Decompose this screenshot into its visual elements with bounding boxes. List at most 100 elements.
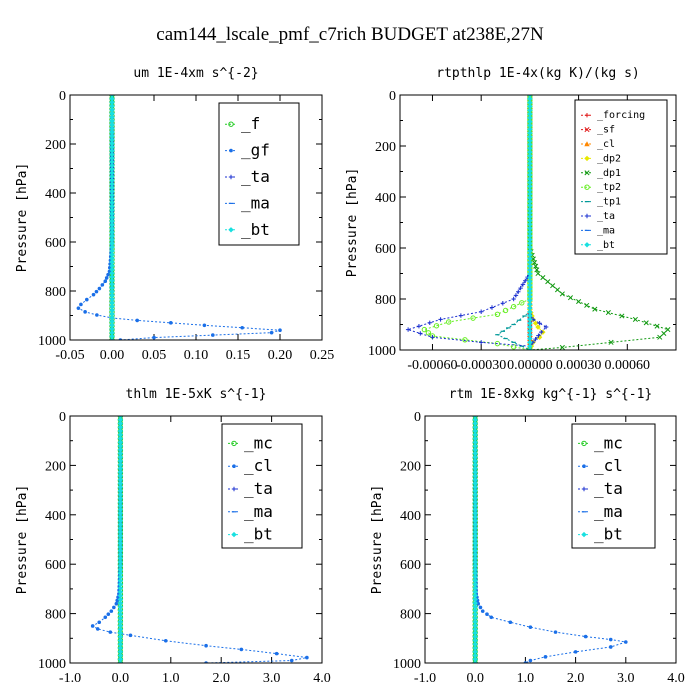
x-tick-label: 1.0 [517,671,535,686]
data-point [117,432,124,438]
data-point [405,327,411,332]
data-point [472,540,478,546]
data-point [472,611,478,618]
data-point [117,615,124,621]
data-point [109,181,115,187]
data-point [109,188,115,195]
data-point [527,210,533,216]
data-point [472,465,478,472]
data-point [472,439,478,445]
data-point [472,484,478,490]
data-point [527,305,533,311]
data-point [472,446,478,453]
legend-entry-tp2: _tp2 [581,182,621,193]
data-point [550,283,556,289]
data-point [109,277,115,284]
x-tick-label: 3.0 [617,671,635,686]
data-point [109,173,115,180]
data-point [531,260,538,266]
data-point [117,536,124,543]
data-point [109,218,115,224]
legend-marker [581,486,587,492]
data-point [527,191,533,197]
plot-area [405,95,671,350]
legend-label: _ma [244,502,273,521]
y-tick-label: 200 [375,140,396,155]
data-point [76,306,81,310]
y-tick-label: 400 [375,191,396,206]
data-point [576,298,582,305]
data-point [472,450,478,457]
data-point [117,510,124,517]
legend-label: _bt [244,525,273,544]
x-tick-label: 0.05 [142,348,167,363]
data-point [433,323,440,329]
data-point [527,248,533,254]
data-point [508,620,513,625]
data-point [527,214,533,220]
y-tick-label: 1000 [368,344,396,359]
x-tick-label: 3.0 [263,671,281,686]
panel-4: rtm 1E-8xkg kg^{-1} s^{-1} Pressure [hPa]… [370,387,685,686]
legend-label: _cl [597,139,615,150]
data-point [534,267,540,273]
data-point [109,303,115,310]
data-point [95,627,100,631]
data-point [472,630,478,636]
data-point [472,641,478,647]
data-point [502,307,509,314]
data-point [117,622,124,629]
data-point [117,652,124,659]
data-point [540,275,546,281]
y-tick-label: 600 [45,236,66,251]
data-point [472,559,478,565]
data-point [527,126,533,132]
data-point [109,311,115,317]
data-point [79,302,83,307]
data-point [128,633,133,638]
data-point [472,536,478,543]
data-point [278,328,282,333]
data-point [485,612,489,617]
data-point [472,589,478,595]
data-point [109,270,115,276]
data-point [117,525,124,531]
data-point [527,233,533,239]
series-line [496,95,531,350]
data-point [430,335,435,340]
data-point [527,259,533,266]
data-point [117,488,124,494]
data-point [135,318,139,323]
data-point [592,306,598,312]
x-tick-label: -0.05 [55,348,84,363]
data-point [472,600,478,606]
data-point [106,612,111,617]
data-point [117,637,124,644]
data-point [152,335,156,340]
series-ta [405,95,549,350]
y-tick-label: 400 [45,509,66,524]
legend-label: _bt [241,220,270,239]
data-point [605,310,611,316]
data-point [472,458,478,464]
data-point [109,237,115,243]
data-point [446,319,452,325]
panels-group: um 1E-4xm s^{-2} Pressure [hPa] 0 200 400 600… [15,66,685,686]
data-point [472,548,478,554]
legend-label: _ma [241,193,270,212]
data-point [117,521,124,528]
data-point [661,330,667,336]
y-tick-label: 1000 [393,657,421,672]
data-point [117,420,124,427]
data-point [90,624,95,628]
legend-marker [584,113,590,118]
data-point [117,428,124,434]
data-point [472,607,478,614]
data-point [109,609,114,613]
data-point [117,555,124,561]
x-tick-label: 2.0 [567,671,585,686]
data-point [527,278,533,285]
data-point [109,255,115,262]
data-point [472,551,478,558]
legend-entry-ma: _ma [228,502,273,521]
